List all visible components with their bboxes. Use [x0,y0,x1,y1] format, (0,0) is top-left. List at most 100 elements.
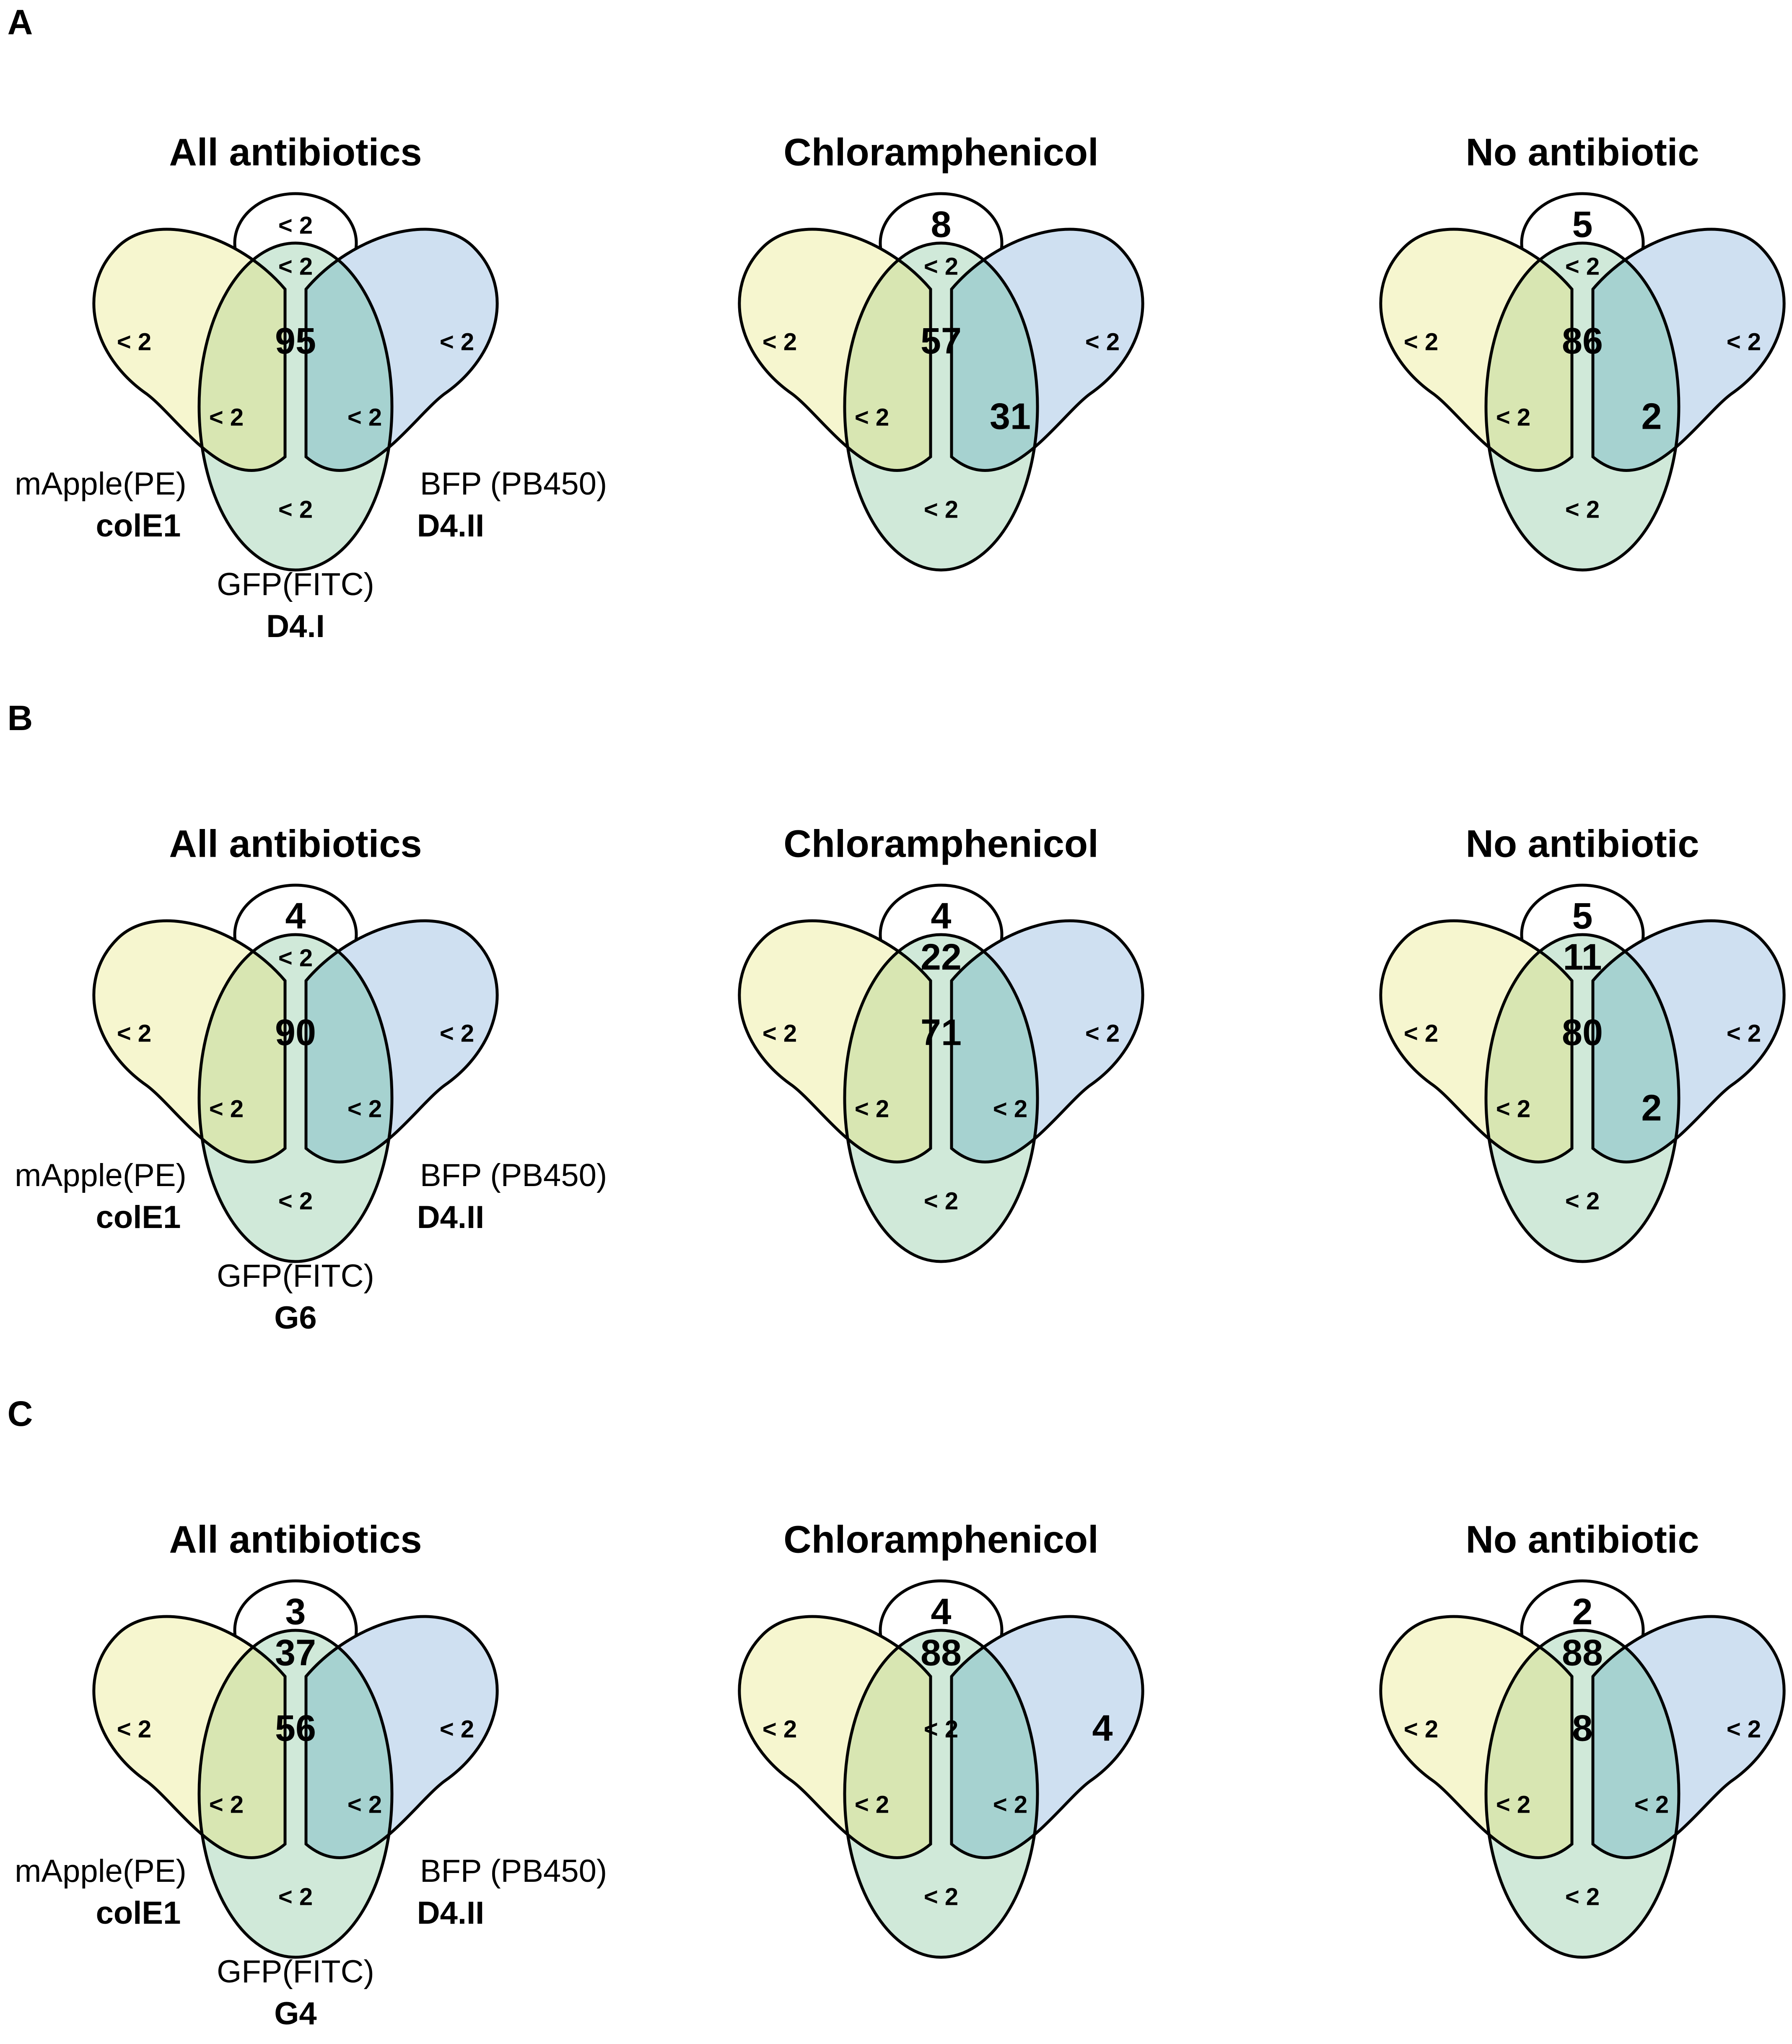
count-mb: < 2 [278,253,313,280]
bfp-gfp-overlap [306,243,392,471]
count-m: < 2 [117,328,151,355]
bfp-plasmid-label: D4.II [417,1895,485,1931]
count-mg: < 2 [855,404,889,431]
count-g: < 2 [1565,1883,1600,1910]
count-bg: < 2 [993,1095,1027,1122]
mapple-gfp-overlap [845,935,931,1162]
mapple-plasmid-label: colE1 [96,508,181,544]
count-m: < 2 [1404,1020,1438,1047]
set-labels: mApple(PE) colE1 BFP (PB450) D4.II GFP(FITC)… [15,466,607,644]
count-top: 3 [285,1591,306,1632]
bfp-label: BFP (PB450) [420,466,607,502]
count-bg: 2 [1642,1087,1662,1128]
bfp-plasmid-label: D4.II [417,508,485,544]
count-mg: < 2 [1496,1095,1530,1122]
count-g: < 2 [924,1187,958,1215]
count-mg: < 2 [1496,1791,1530,1818]
diagram-title: No antibiotic [1465,131,1699,174]
count-bg: < 2 [348,1791,382,1818]
bfp-gfp-overlap [306,1630,392,1858]
venn-diagram-0-2: No antibiotic 5 < 2 86 < 2 < 2 < 2 2 < 2 [1379,131,1786,572]
count-triple: 57 [921,320,962,361]
venn-diagram-1-2: No antibiotic 511 80 < 2 < 2 < 2 2 < 2 [1379,822,1786,1263]
count-m: < 2 [1404,328,1438,355]
bfp-plasmid-label: D4.II [417,1199,485,1235]
count-b: < 2 [440,1020,474,1047]
count-bg: < 2 [1634,1791,1669,1818]
gfp-plasmid-label: G4 [274,1996,316,2031]
bfp-gfp-overlap [952,243,1037,471]
count-top: 4 [931,1591,952,1632]
panel-letter: C [8,1394,33,1433]
diagram-title: No antibiotic [1465,822,1699,865]
mapple-gfp-overlap [845,1630,931,1858]
count-m: < 2 [762,1715,797,1743]
mapple-label: mApple(PE) [15,466,187,502]
mapple-gfp-overlap [1486,243,1572,471]
mapple-plasmid-label: colE1 [96,1199,181,1235]
count-m: < 2 [1404,1715,1438,1743]
gfp-plasmid-label: D4.I [266,609,324,644]
count-triple: 56 [275,1707,316,1749]
diagram-title: Chloramphenicol [783,822,1098,865]
panel-letter: B [8,698,33,738]
diagram-title: All antibiotics [169,822,422,865]
count-m: < 2 [117,1715,151,1743]
count-g: < 2 [924,1883,958,1910]
venn-diagram-1-0: All antibiotics 4 < 2 90 < 2 < 2 < 2 < 2 < 2 [92,822,499,1263]
count-triple: 8 [1572,1707,1593,1749]
count-m: < 2 [117,1020,151,1047]
count-top: 5 [1572,895,1593,936]
count-mb: < 2 [1565,253,1600,280]
count-b: < 2 [440,1715,474,1743]
mapple-gfp-overlap [199,243,285,471]
panel-letter: A [8,3,33,42]
count-bg: 31 [990,395,1031,437]
bfp-gfp-overlap [1593,935,1679,1162]
count-triple: 90 [275,1011,316,1053]
gfp-label: GFP(FITC) [217,1258,374,1294]
diagram-title: Chloramphenicol [783,131,1098,174]
count-top: 5 [1572,203,1593,245]
count-m: < 2 [762,1020,797,1047]
mapple-plasmid-label: colE1 [96,1895,181,1931]
count-bg: 2 [1642,395,1662,437]
mapple-gfp-overlap [199,935,285,1162]
count-mg: < 2 [209,404,244,431]
count-triple: 71 [921,1011,962,1053]
count-bg: < 2 [348,1095,382,1122]
count-bg: < 2 [348,404,382,431]
bfp-label: BFP (PB450) [420,1853,607,1889]
count-mb: 22 [921,936,962,977]
count-mg: < 2 [855,1095,889,1122]
mapple-gfp-overlap [199,1630,285,1858]
diagram-title: No antibiotic [1465,1518,1699,1561]
mapple-gfp-overlap [845,243,931,471]
mapple-gfp-overlap [1486,935,1572,1162]
gfp-label: GFP(FITC) [217,567,374,602]
count-g: < 2 [1565,496,1600,523]
count-mb: 11 [1563,936,1602,977]
count-triple: 95 [275,320,316,361]
count-b: < 2 [1085,328,1120,355]
count-m: < 2 [762,328,797,355]
set-labels: mApple(PE) colE1 BFP (PB450) D4.II GFP(FITC)… [15,1853,607,2031]
count-mb: < 2 [924,253,958,280]
count-triple: 80 [1562,1011,1603,1053]
count-g: < 2 [278,1883,313,1910]
count-b: < 2 [1727,1020,1761,1047]
count-g: < 2 [924,496,958,523]
bfp-gfp-overlap [1593,1630,1679,1858]
count-top: < 2 [278,212,313,239]
count-g: < 2 [1565,1187,1600,1215]
count-g: < 2 [278,496,313,523]
count-mg: < 2 [209,1791,244,1818]
bfp-gfp-overlap [952,935,1037,1162]
diagram-title: Chloramphenicol [783,1518,1098,1561]
count-mb: < 2 [278,944,313,971]
bfp-label: BFP (PB450) [420,1158,607,1193]
bfp-gfp-overlap [952,1630,1037,1858]
count-top: 2 [1572,1591,1593,1632]
count-mg: < 2 [209,1095,244,1122]
